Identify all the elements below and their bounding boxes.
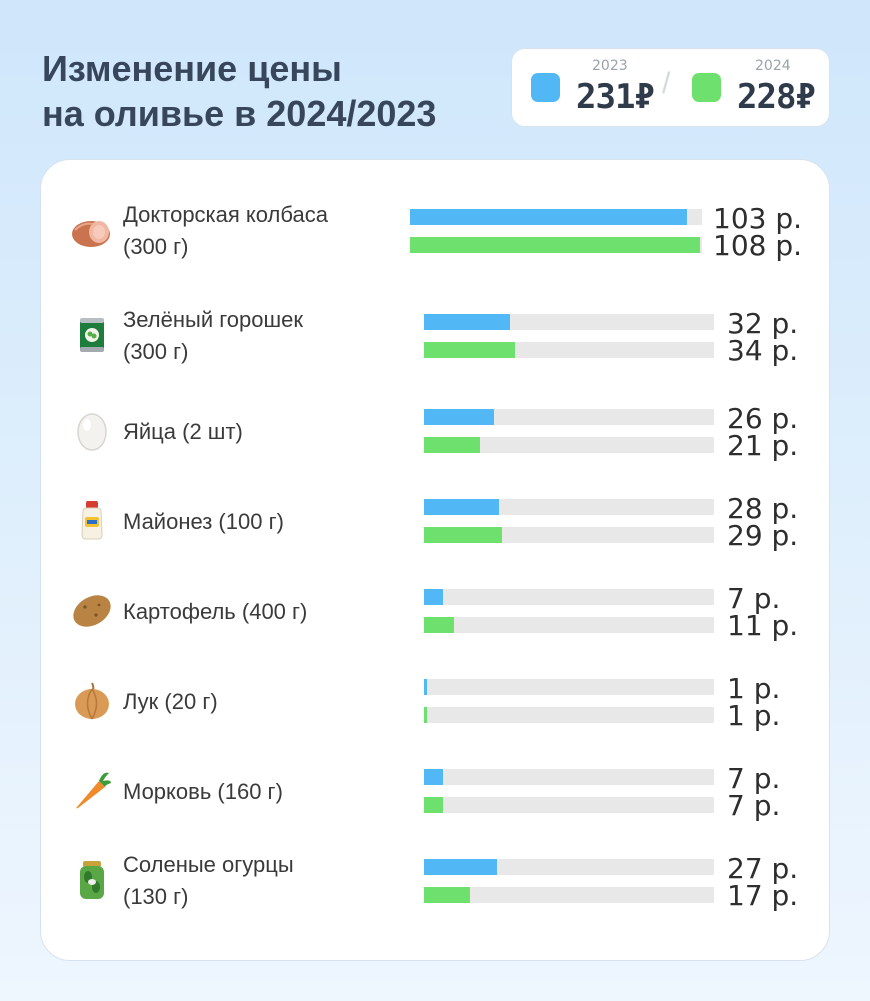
bar-track-2023 xyxy=(410,209,702,225)
bar-track-2023 xyxy=(424,409,714,425)
value-label-2023: 32 р. xyxy=(727,307,799,340)
value-label-2023: 1 р. xyxy=(727,672,781,705)
row-label-line-2: (130 г) xyxy=(123,884,189,909)
value-label-2023: 7 р. xyxy=(727,762,781,795)
row-label-line-2: (300 г) xyxy=(123,339,189,364)
bar-2023 xyxy=(424,589,443,605)
row-label-line-2: (300 г) xyxy=(123,234,189,259)
value-label-2023: 28 р. xyxy=(727,492,799,525)
row-label: Зелёный горошек (300 г) xyxy=(123,304,403,368)
legend-total-2024: 228₽ xyxy=(737,77,816,117)
mayonnaise-icon xyxy=(69,497,115,543)
row-label-line-1: Майонез (100 г) xyxy=(123,509,284,534)
bar-track-2023 xyxy=(424,589,714,605)
bar-2024 xyxy=(424,342,516,358)
value-label-2023: 26 р. xyxy=(727,402,799,435)
value-label-2024: 29 р. xyxy=(727,519,799,552)
legend-swatch-2024 xyxy=(692,73,721,102)
bar-track-2024 xyxy=(424,342,714,358)
bar-2024 xyxy=(424,617,454,633)
chart-row: Майонез (100 г) 28 р. 29 р. xyxy=(41,475,831,565)
row-label-line-1: Картофель (400 г) xyxy=(123,599,308,624)
chart-row: Докторская колбаса (300 г) 103 р. 108 р. xyxy=(41,185,831,275)
bar-track-2024 xyxy=(424,527,714,543)
legend-swatch-2023 xyxy=(531,73,560,102)
pickles-jar-icon xyxy=(69,857,115,903)
row-label: Соленые огурцы (130 г) xyxy=(123,849,403,913)
bar-2024 xyxy=(424,707,427,723)
bar-2023 xyxy=(410,209,687,225)
value-label-2024: 21 р. xyxy=(727,429,799,462)
onion-icon xyxy=(69,677,115,723)
legend: 2023 231₽ / 2024 228₽ xyxy=(511,48,830,127)
bar-2023 xyxy=(424,679,427,695)
carrot-icon xyxy=(69,767,115,813)
legend-year-2023: 2023 xyxy=(592,58,628,74)
bar-track-2023 xyxy=(424,314,714,330)
chart-row: Лук (20 г) 1 р. 1 р. xyxy=(41,655,831,745)
bar-2024 xyxy=(410,237,700,253)
value-label-2024: 11 р. xyxy=(727,609,799,642)
bar-2023 xyxy=(424,314,510,330)
row-label: Картофель (400 г) xyxy=(123,596,403,628)
title-line-1: Изменение цены xyxy=(42,48,342,89)
chart-row: Зелёный горошек (300 г) 32 р. 34 р. xyxy=(41,290,831,380)
value-label-2024: 17 р. xyxy=(727,879,799,912)
row-label: Морковь (160 г) xyxy=(123,776,403,808)
bar-2023 xyxy=(424,769,443,785)
bar-track-2024 xyxy=(424,617,714,633)
bar-track-2023 xyxy=(424,499,714,515)
value-label-2023: 103 р. xyxy=(713,202,803,235)
legend-separator: / xyxy=(662,67,671,100)
legend-year-2024: 2024 xyxy=(755,58,791,74)
bar-2023 xyxy=(424,499,500,515)
value-label-2024: 7 р. xyxy=(727,789,781,822)
chart-card: Докторская колбаса (300 г) 103 р. 108 р. Зел… xyxy=(40,159,830,961)
bar-2024 xyxy=(424,527,502,543)
legend-total-2023: 231₽ xyxy=(576,77,655,117)
row-label-line-1: Лук (20 г) xyxy=(123,689,218,714)
potato-icon xyxy=(69,587,115,633)
row-label-line-1: Соленые огурцы xyxy=(123,852,294,877)
bar-track-2023 xyxy=(424,769,714,785)
row-label: Лук (20 г) xyxy=(123,686,403,718)
value-label-2023: 7 р. xyxy=(727,582,781,615)
peas-can-icon xyxy=(69,312,115,358)
row-label-line-1: Яйца (2 шт) xyxy=(123,419,243,444)
value-label-2024: 108 р. xyxy=(713,229,803,262)
bar-2023 xyxy=(424,859,497,875)
row-label: Яйца (2 шт) xyxy=(123,416,403,448)
row-label-line-1: Зелёный горошек xyxy=(123,307,303,332)
bar-track-2024 xyxy=(424,887,714,903)
page-title: Изменение цены на оливье в 2024/2023 xyxy=(42,46,502,136)
bar-track-2024 xyxy=(424,797,714,813)
chart-row: Яйца (2 шт) 26 р. 21 р. xyxy=(41,385,831,475)
row-label: Докторская колбаса (300 г) xyxy=(123,199,403,263)
value-label-2024: 34 р. xyxy=(727,334,799,367)
bar-track-2024 xyxy=(410,237,702,253)
bar-track-2024 xyxy=(424,437,714,453)
bar-track-2023 xyxy=(424,679,714,695)
egg-icon xyxy=(69,407,115,453)
row-label-line-1: Морковь (160 г) xyxy=(123,779,283,804)
bar-track-2024 xyxy=(424,707,714,723)
bar-2024 xyxy=(424,797,443,813)
chart-row: Соленые огурцы (130 г) 27 р. 17 р. xyxy=(41,835,831,925)
value-label-2024: 1 р. xyxy=(727,699,781,732)
bar-2024 xyxy=(424,887,470,903)
bar-2024 xyxy=(424,437,481,453)
row-label: Майонез (100 г) xyxy=(123,506,403,538)
chart-row: Морковь (160 г) 7 р. 7 р. xyxy=(41,745,831,835)
sausage-icon xyxy=(69,208,115,254)
bar-2023 xyxy=(424,409,494,425)
bar-track-2023 xyxy=(424,859,714,875)
title-line-2: на оливье в 2024/2023 xyxy=(42,93,437,134)
chart-row: Картофель (400 г) 7 р. 11 р. xyxy=(41,565,831,655)
row-label-line-1: Докторская колбаса xyxy=(123,202,328,227)
value-label-2023: 27 р. xyxy=(727,852,799,885)
